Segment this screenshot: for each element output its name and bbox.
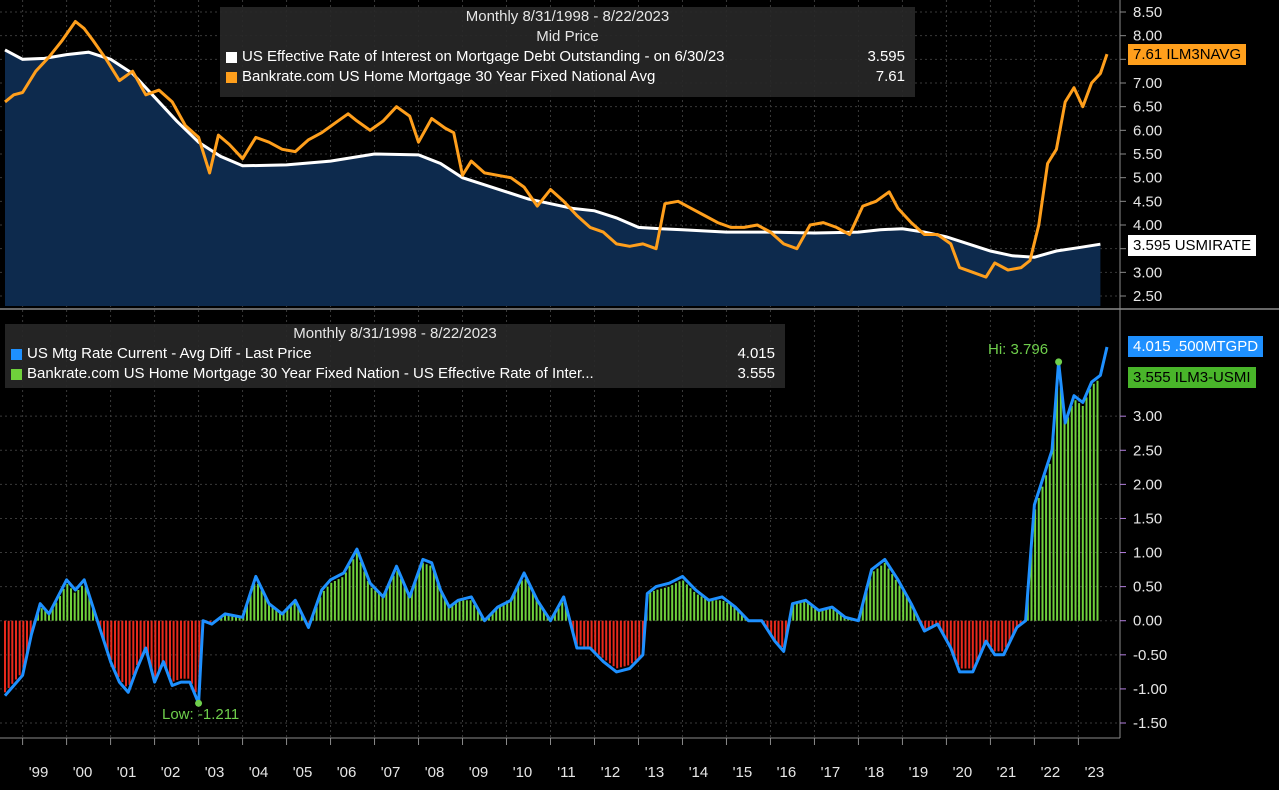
x-tick-label: '99 xyxy=(29,764,49,781)
x-tick-label: '17 xyxy=(821,764,841,781)
legend-value: 7.61 xyxy=(875,68,905,85)
x-tick-label: '02 xyxy=(161,764,181,781)
legend-item-spread[interactable]: Bankrate.com US Home Mortgage 30 Year Fi… xyxy=(5,364,785,384)
legend-swatch-green xyxy=(11,368,22,380)
x-tick-label: '07 xyxy=(381,764,401,781)
y-tick-label: 8.50 xyxy=(1133,4,1162,21)
legend-swatch-orange xyxy=(226,71,237,83)
x-tick-label: '14 xyxy=(689,764,709,781)
x-tick-label: '06 xyxy=(337,764,357,781)
y-tick-label: -1.50 xyxy=(1133,715,1167,732)
bottom-legend: Monthly 8/31/1998 - 8/22/2023 US Mtg Rat… xyxy=(5,324,785,388)
legend-value: 4.015 xyxy=(737,345,775,362)
tag-usmirate: 3.595 USMIRATE xyxy=(1128,235,1257,256)
y-tick-label: 2.00 xyxy=(1133,476,1162,493)
x-tick-label: '19 xyxy=(909,764,929,781)
y-tick-label: 6.00 xyxy=(1133,122,1162,139)
x-tick-label: '03 xyxy=(205,764,225,781)
x-tick-label: '13 xyxy=(645,764,665,781)
x-tick-label: '23 xyxy=(1085,764,1105,781)
y-tick-label: 1.50 xyxy=(1133,510,1162,527)
top-legend-subtitle: Mid Price xyxy=(536,28,599,45)
x-tick-label: '22 xyxy=(1041,764,1061,781)
x-tick-label: '15 xyxy=(733,764,753,781)
y-tick-label: 1.00 xyxy=(1133,545,1162,562)
x-tick-label: '11 xyxy=(557,764,575,781)
x-tick-label: '08 xyxy=(425,764,445,781)
x-tick-label: '12 xyxy=(601,764,621,781)
x-tick-label: '16 xyxy=(777,764,797,781)
y-tick-label: 4.50 xyxy=(1133,193,1162,210)
legend-label: Bankrate.com US Home Mortgage 30 Year Fi… xyxy=(242,68,656,85)
legend-value: 3.555 xyxy=(737,365,775,382)
y-tick-label: 6.50 xyxy=(1133,99,1162,116)
y-tick-label: 5.50 xyxy=(1133,146,1162,163)
area-effective-rate xyxy=(5,49,1101,307)
y-tick-label: -1.00 xyxy=(1133,681,1167,698)
legend-item-effective-rate[interactable]: US Effective Rate of Interest on Mortgag… xyxy=(220,47,915,67)
top-panel-series xyxy=(4,20,1109,307)
legend-item-bankrate[interactable]: Bankrate.com US Home Mortgage 30 Year Fi… xyxy=(220,67,915,87)
line-effective-rate xyxy=(4,48,1101,259)
low-marker xyxy=(195,699,203,707)
legend-label: Bankrate.com US Home Mortgage 30 Year Fi… xyxy=(27,365,594,382)
y-tick-label: 0.00 xyxy=(1133,613,1162,630)
y-tick-label: 2.50 xyxy=(1133,288,1162,305)
y-tick-label: 0.50 xyxy=(1133,579,1162,596)
y-tick-label: 8.00 xyxy=(1133,28,1162,45)
y-tick-label: 7.00 xyxy=(1133,75,1162,92)
x-tick-label: '10 xyxy=(513,764,533,781)
annotation-low: Low: -1.211 xyxy=(162,706,240,723)
x-tick-label: '20 xyxy=(953,764,973,781)
high-marker xyxy=(1055,358,1063,366)
annotation-high: Hi: 3.796 xyxy=(988,341,1049,358)
bottom-panel-series xyxy=(3,346,1109,707)
line-bankrate xyxy=(4,20,1109,279)
y-tick-label: 4.00 xyxy=(1133,217,1162,234)
y-tick-label: -0.50 xyxy=(1133,647,1167,664)
y-tick-label: 3.00 xyxy=(1133,264,1162,281)
legend-item-avg-diff[interactable]: US Mtg Rate Current - Avg Diff - Last Pr… xyxy=(5,344,785,364)
line-avg-diff xyxy=(3,346,1109,705)
x-tick-label: '04 xyxy=(249,764,269,781)
legend-label: US Mtg Rate Current - Avg Diff - Last Pr… xyxy=(27,345,312,362)
tag-ilm3navg: 7.61 ILM3NAVG xyxy=(1128,44,1247,65)
x-tick-label: '21 xyxy=(997,764,1017,781)
bottom-legend-header: Monthly 8/31/1998 - 8/22/2023 xyxy=(293,325,497,342)
top-legend: Monthly 8/31/1998 - 8/22/2023 Mid Price … xyxy=(220,7,915,97)
x-tick-label: '00 xyxy=(73,764,93,781)
legend-swatch-white xyxy=(226,51,237,63)
x-tick-label: '09 xyxy=(469,764,489,781)
x-tick-label: '18 xyxy=(865,764,885,781)
legend-label: US Effective Rate of Interest on Mortgag… xyxy=(242,48,725,65)
top-legend-header: Monthly 8/31/1998 - 8/22/2023 xyxy=(465,8,670,25)
x-tick-label: '05 xyxy=(293,764,313,781)
legend-swatch-blue xyxy=(11,348,22,360)
tag-ilm3-usmi: 3.555 ILM3-USMI xyxy=(1128,367,1256,388)
y-tick-label: 3.00 xyxy=(1133,408,1162,425)
x-tick-label: '01 xyxy=(117,764,137,781)
y-tick-label: 5.00 xyxy=(1133,170,1162,187)
legend-value: 3.595 xyxy=(867,48,905,65)
y-tick-label: 2.50 xyxy=(1133,442,1162,459)
tag-mtgpd: 4.015 .500MTGPD xyxy=(1128,336,1264,357)
